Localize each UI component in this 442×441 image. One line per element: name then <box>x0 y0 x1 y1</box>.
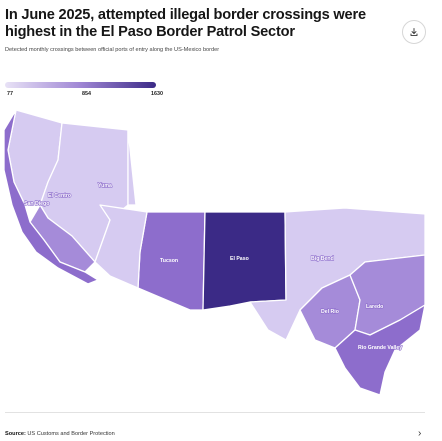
footer-divider <box>5 412 425 413</box>
label-tucson: Tucson <box>160 258 178 264</box>
label-big-bend: Big Bend <box>311 256 334 262</box>
download-button[interactable] <box>402 20 426 44</box>
sector-san-diego <box>3 109 99 285</box>
label-el-paso: El Paso <box>230 256 249 262</box>
legend-max-label: 1630 <box>151 91 163 97</box>
sector-rio-grande-valley <box>334 304 426 396</box>
legend-min-label: 77 <box>7 91 13 97</box>
source-text: US Customs and Border Protection <box>27 431 115 437</box>
legend-mid-label: 854 <box>82 91 91 97</box>
download-icon <box>410 28 418 36</box>
legend-gradient-bar <box>5 82 156 88</box>
chevron-right-icon[interactable]: › <box>418 428 422 439</box>
label-del-rio: Del Rio <box>321 309 339 315</box>
label-rio-grande-valley: Rio Grande Valley <box>358 345 402 351</box>
label-san-diego: San Diego <box>24 201 49 207</box>
border-sector-map: El Centro San Diego Yuma Tucson El Paso … <box>3 109 426 396</box>
label-el-centro: El Centro <box>48 193 71 199</box>
label-laredo: Laredo <box>366 304 383 310</box>
label-yuma: Yuma <box>98 183 112 189</box>
region-utah-edge <box>127 129 137 206</box>
subtitle: Detected monthly crossings between offic… <box>5 47 220 53</box>
sector-yuma <box>94 204 148 289</box>
color-legend: 77 854 1630 <box>5 82 165 97</box>
source-label: Source: <box>5 431 26 437</box>
page-title: In June 2025, attempted illegal border c… <box>5 7 366 40</box>
source-note: Source: US Customs and Border Protection <box>5 431 115 437</box>
